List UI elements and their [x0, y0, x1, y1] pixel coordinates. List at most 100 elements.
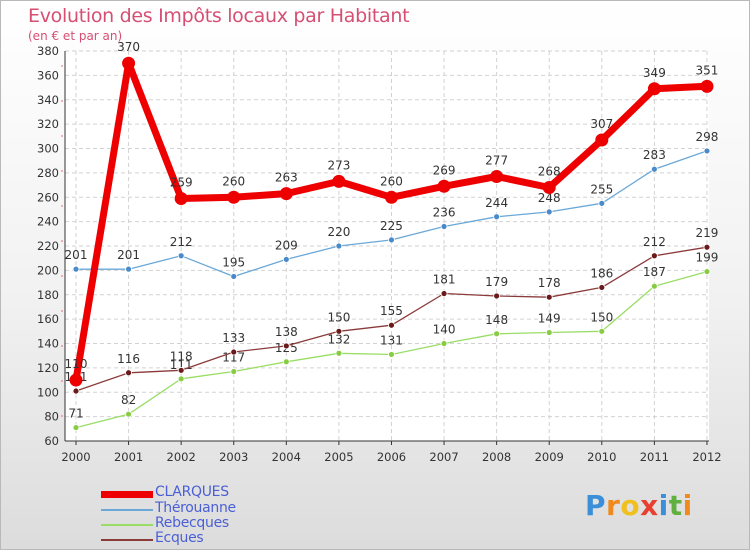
x-tick-label: 2004	[272, 450, 301, 464]
legend-label-therouanne: Thérouanne	[155, 500, 236, 516]
data-label-rebecques: 82	[121, 393, 136, 407]
y-tick-label: 280	[37, 166, 59, 180]
data-label-ecques: 179	[485, 275, 508, 289]
data-label-clarques: 277	[485, 154, 508, 168]
data-point-clarques	[279, 187, 293, 201]
data-point-clarques	[384, 190, 398, 204]
data-point-ecques	[388, 321, 395, 329]
data-label-ecques: 155	[380, 304, 403, 318]
data-point-rebecques	[493, 330, 501, 338]
data-label-rebecques: 149	[538, 312, 561, 326]
data-point-rebecques	[335, 349, 343, 357]
legend-item-rebecques: Rebecques	[101, 515, 331, 532]
x-tick-label: 2012	[692, 450, 721, 464]
data-label-clarques: 269	[433, 163, 456, 177]
data-point-clarques	[542, 181, 556, 194]
data-point-throuanne	[335, 242, 343, 250]
y-tick-label: 320	[37, 117, 59, 131]
data-point-throuanne	[598, 199, 606, 207]
data-label-clarques: 110	[65, 357, 88, 371]
data-point-throuanne	[650, 165, 658, 173]
y-tick-label: 380	[37, 44, 59, 58]
data-point-rebecques	[72, 424, 80, 431]
y-tick-label: 260	[37, 190, 59, 204]
legend-item-clarques: CLARQUES	[101, 484, 331, 501]
proxiti-logo-letter: r	[606, 489, 621, 522]
data-label-throuanne: 209	[275, 238, 298, 252]
y-tick-label: 300	[37, 142, 59, 156]
data-point-rebecques	[125, 410, 132, 418]
data-point-ecques	[177, 366, 185, 374]
data-point-clarques	[490, 170, 504, 184]
x-tick-label: 2007	[429, 450, 458, 464]
legend: CLARQUES Thérouanne Rebecques Ecques	[101, 484, 331, 547]
data-label-rebecques: 199	[696, 251, 719, 265]
y-tick-label: 180	[37, 288, 59, 302]
data-point-clarques	[700, 79, 714, 93]
legend-label-rebecques: Rebecques	[155, 515, 229, 531]
data-label-ecques: 150	[327, 310, 350, 324]
data-label-ecques: 133	[222, 331, 245, 345]
data-label-clarques: 268	[538, 165, 561, 179]
data-label-rebecques: 187	[643, 265, 666, 279]
data-label-clarques: 260	[380, 174, 403, 188]
data-label-rebecques: 131	[380, 333, 403, 347]
chart-subtitle: (en € et par an)	[28, 29, 123, 43]
data-point-throuanne	[282, 256, 290, 263]
legend-item-therouanne: Thérouanne	[101, 500, 331, 517]
data-point-rebecques	[650, 282, 658, 290]
data-label-ecques: 116	[117, 352, 140, 366]
data-point-throuanne	[388, 236, 395, 244]
data-point-rebecques	[598, 327, 606, 335]
chart-title: Evolution des Impôts locaux par Habitant	[28, 5, 410, 27]
data-label-clarques: 370	[117, 40, 140, 54]
data-point-clarques	[227, 190, 241, 204]
data-label-ecques: 181	[433, 273, 456, 287]
y-tick-label: 220	[37, 239, 59, 253]
data-point-rebecques	[388, 351, 395, 358]
data-point-ecques	[493, 292, 501, 300]
y-tick-label: 140	[37, 337, 59, 351]
proxiti-logo-letter: i	[682, 489, 693, 522]
data-point-clarques	[122, 56, 136, 70]
data-label-clarques: 307	[590, 117, 613, 131]
y-tick-label: 120	[37, 361, 59, 375]
legend-item-ecques: Ecques	[101, 530, 331, 547]
data-point-throuanne	[703, 147, 711, 155]
data-label-rebecques: 132	[327, 332, 350, 346]
data-label-ecques: 212	[643, 235, 666, 249]
x-tick-label: 2003	[219, 450, 248, 464]
data-point-clarques	[332, 174, 346, 188]
data-point-throuanne	[545, 208, 553, 216]
data-point-ecques	[282, 342, 290, 350]
data-point-clarques	[437, 179, 451, 193]
legend-swatch-clarques	[101, 490, 153, 498]
x-tick-label: 2008	[482, 450, 511, 464]
data-point-throuanne	[125, 265, 132, 273]
data-label-clarques: 263	[275, 171, 298, 185]
data-point-clarques	[69, 373, 83, 387]
x-tick-label: 2005	[324, 450, 353, 464]
data-point-clarques	[647, 82, 661, 96]
x-tick-label: 2009	[535, 450, 564, 464]
y-tick-label: 340	[37, 93, 59, 107]
data-label-throuanne: 212	[170, 235, 193, 249]
data-label-rebecques: 148	[485, 313, 508, 327]
data-label-rebecques: 150	[590, 310, 613, 324]
data-point-throuanne	[440, 223, 448, 230]
proxiti-logo-letter: x	[640, 489, 659, 522]
data-label-throuanne: 283	[643, 148, 666, 162]
y-tick-label: 100	[37, 385, 59, 399]
data-label-ecques: 178	[538, 276, 561, 290]
data-label-ecques: 118	[170, 349, 193, 363]
y-tick-label: 60	[44, 434, 59, 448]
data-point-rebecques	[177, 375, 185, 383]
data-point-rebecques	[545, 329, 553, 336]
y-tick-label: 160	[37, 312, 59, 326]
data-point-throuanne	[177, 252, 185, 260]
proxiti-logo-letter: i	[658, 489, 669, 522]
data-point-clarques	[595, 133, 609, 147]
x-tick-label: 2001	[114, 450, 143, 464]
data-label-throuanne: 236	[433, 206, 456, 220]
